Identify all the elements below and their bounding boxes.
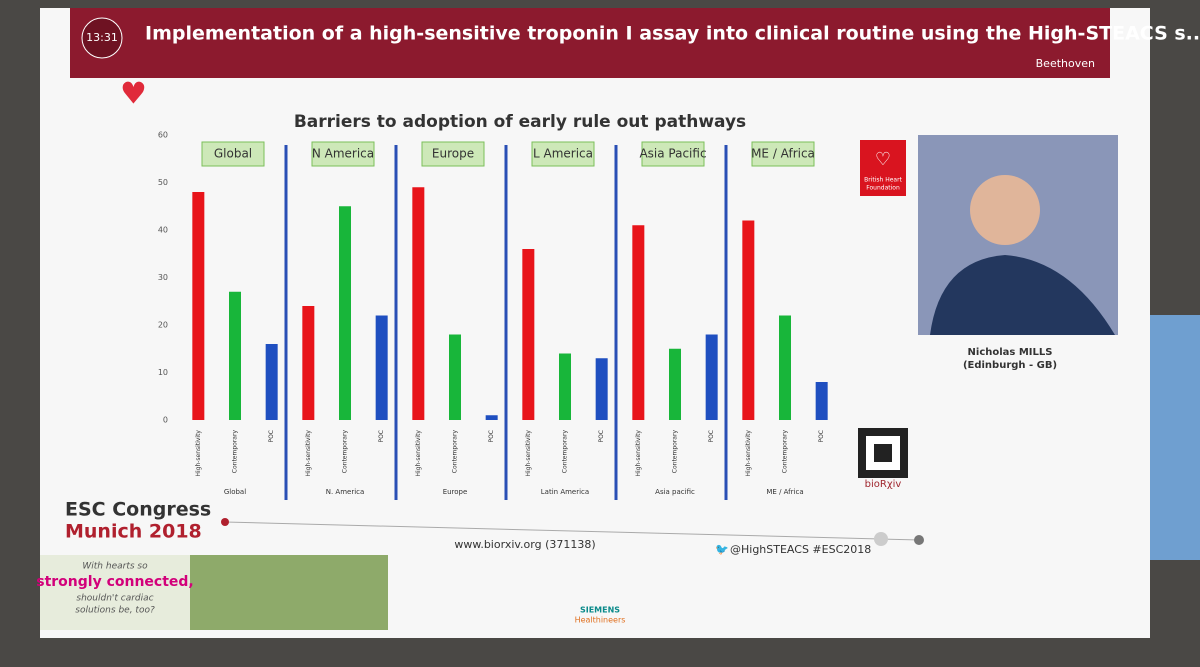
slide-subtitle: Beethoven [1036,57,1095,70]
bhf-text: British Heart [864,177,902,184]
bar-label: Contemporary [452,430,459,474]
bar [302,306,315,420]
bhf-text: Foundation [866,185,900,192]
bar-label: High-sensitivity [195,430,202,477]
bar [779,315,791,420]
region-box [201,141,265,167]
speaker-name: Nicholas MILLS [968,347,1053,358]
bar [339,206,351,420]
bar [265,344,278,420]
x-tick-label: Latin America [541,488,589,496]
bar-label: Contemporary [672,430,679,474]
slide-title: Implementation of a high-sensitive tropo… [145,23,1200,45]
chart-title: Barriers to adoption of early rule out p… [294,112,746,132]
y-tick-label: 0 [163,416,168,425]
ad-text: shouldn't cardiac [76,594,153,604]
region-box [751,141,815,167]
bar [449,334,461,420]
region-label: Europe [432,147,474,161]
y-tick-label: 50 [158,178,168,187]
bhf-logo [860,140,906,196]
region-label: ME / Africa [751,147,815,161]
region-box [531,141,595,167]
bar [412,187,425,420]
bar [559,353,571,420]
bar-label: Contemporary [342,430,349,474]
x-tick-label: Asia pacific [655,488,695,496]
y-tick-label: 30 [158,273,168,282]
bar-label: High-sensitivity [525,430,532,477]
bar [742,220,755,420]
city: Munich 2018 [65,521,202,543]
region-label: L America [533,147,593,161]
bar-label: High-sensitivity [415,430,422,477]
bar-label: High-sensitivity [745,430,752,477]
region-box [421,141,485,167]
bar-label: Contemporary [562,430,569,474]
bar [815,382,828,420]
bar-label: POC [708,430,715,443]
sponsor: Healthineers [575,616,626,625]
bar [485,415,498,420]
x-tick-label: N. America [326,488,365,496]
twitter-icon: 🐦 [715,543,729,556]
ad-panel [40,555,190,630]
ad-text: strongly connected, [36,574,194,590]
heart-logo: ♥ [120,77,147,112]
region-label: N America [312,147,374,161]
twitter: @HighSTEACS #ESC2018 [730,543,871,556]
footer-dot [221,518,229,526]
ad-text: With hearts so [82,562,148,572]
bar-label: High-sensitivity [305,430,312,477]
bar-label: Contemporary [782,430,789,474]
bar [705,334,718,420]
sponsor: SIEMENS [580,606,620,615]
region-label: Asia Pacific [639,147,706,161]
bar [522,249,535,420]
x-tick-label: Europe [443,488,468,496]
bar-label: POC [598,430,605,443]
footer-dot [914,535,924,545]
y-tick-label: 20 [158,321,168,330]
clock: 13:31 [86,31,118,44]
bar [632,225,645,420]
speaker-head [970,175,1040,245]
url: www.biorxiv.org (371138) [454,538,595,551]
bar-label: POC [818,430,825,443]
bar-label: Contemporary [232,430,239,474]
bar [192,192,205,420]
bar-label: POC [268,430,275,443]
y-tick-label: 40 [158,226,168,235]
bar [375,315,388,420]
slide-header [70,8,1110,78]
region-box [641,141,705,167]
region-box [311,141,375,167]
congress: ESC Congress [65,499,211,521]
clock-badge [81,17,123,59]
y-tick-label: 10 [158,368,168,377]
biorxiv-label: bioRχiv [865,479,902,490]
x-tick-label: ME / Africa [766,488,803,496]
x-tick-label: Global [224,488,246,496]
footer-dot [874,532,888,546]
bar [595,358,608,420]
speaker-place: (Edinburgh - GB) [963,360,1057,371]
bar [229,291,241,420]
qr-code [874,444,892,462]
bar-label: High-sensitivity [635,430,642,477]
ad-text: solutions be, too? [75,606,155,616]
speaker-body [930,255,1115,335]
region-label: Global [214,147,252,161]
bhf-heart: ♡ [875,149,891,170]
footer-line [224,521,921,541]
bar-label: POC [378,430,385,443]
bar [669,348,681,420]
bar-label: POC [488,430,495,443]
y-tick-label: 60 [158,131,168,140]
